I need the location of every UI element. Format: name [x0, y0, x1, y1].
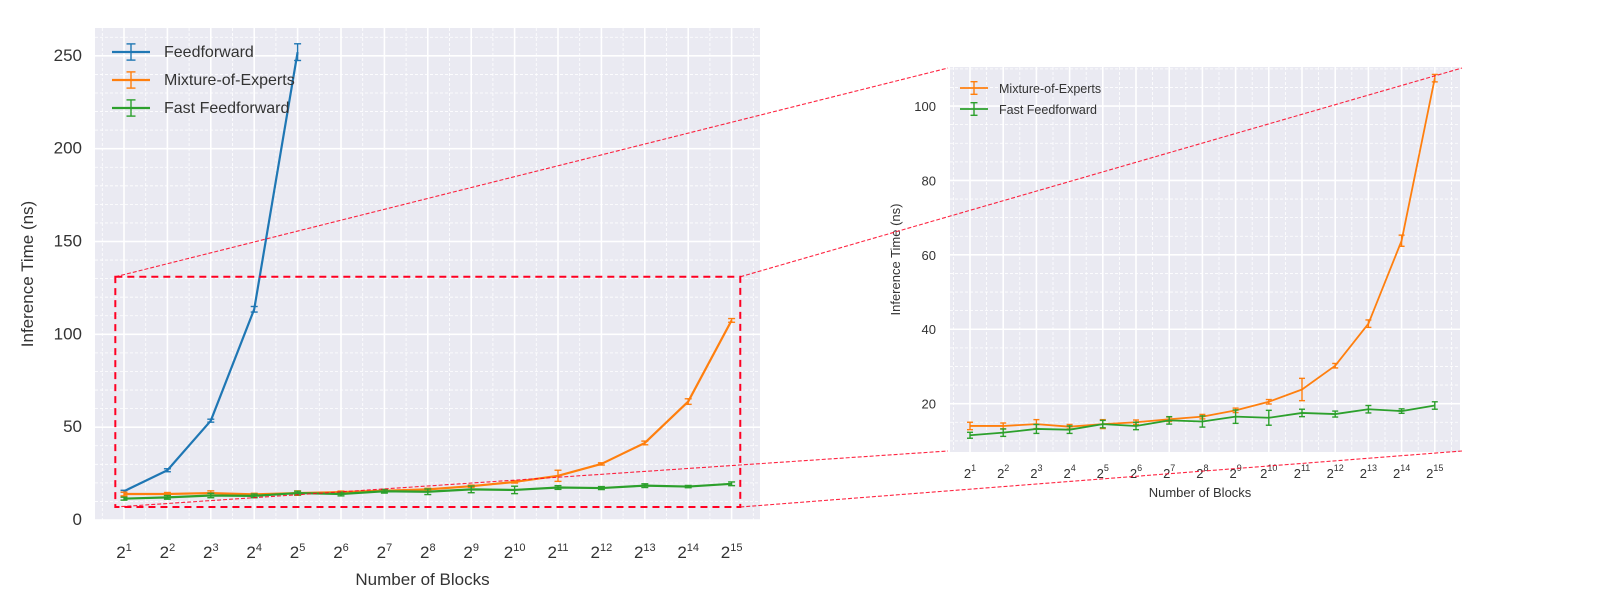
x-tick-label: 212 [591, 542, 613, 562]
x-tick-label: 29 [463, 542, 479, 562]
legend-item-mixture-of-experts: Mixture-of-Experts [960, 80, 1101, 96]
x-tick-label: 25 [290, 542, 306, 562]
x-tick-label: 215 [721, 542, 743, 562]
zoom-connector-line [115, 450, 949, 508]
x-tick-label: 25 [1097, 463, 1109, 481]
x-tick-label: 213 [634, 542, 656, 562]
legend-item-fast-feedforward: Fast Feedforward [112, 99, 289, 117]
series-group [967, 73, 1438, 439]
x-tick-label: 21 [964, 463, 976, 481]
x-tick-label: 24 [246, 542, 262, 562]
legend-label: Feedforward [164, 44, 254, 61]
zoom-connector-lines [114, 67, 1463, 509]
x-tick-label: 22 [997, 463, 1009, 481]
zoom-connector-line [115, 67, 949, 278]
y-tick-label: 60 [922, 248, 936, 263]
x-tick-label: 214 [677, 542, 699, 562]
y-tick-label: 100 [54, 324, 82, 343]
legend-label: Mixture-of-Experts [164, 72, 295, 89]
zoom-region-rect [114, 275, 742, 509]
x-tick-label: 21 [116, 542, 132, 562]
x-tick-label: 214 [1393, 463, 1410, 481]
main-chart: 0 50 100 150 200 250 21 22 23 24 25 26 27 28 29 210 211 2… [18, 28, 760, 589]
y-axis-label: Inference Time (ns) [18, 201, 37, 347]
y-tick-label: 0 [73, 510, 82, 529]
y-tick-label: 250 [54, 46, 82, 65]
y-tick-label: 150 [54, 232, 82, 251]
x-tick-label: 22 [160, 542, 176, 562]
y-tick-label: 40 [922, 322, 936, 337]
x-tick-label: 211 [1294, 463, 1311, 481]
x-tick-label: 26 [1130, 463, 1142, 481]
x-tick-label: 213 [1360, 463, 1377, 481]
x-tick-label: 27 [1163, 463, 1175, 481]
x-tick-label: 210 [1260, 463, 1277, 481]
x-tick-label: 24 [1063, 463, 1075, 481]
x-tick-label: 212 [1327, 463, 1344, 481]
x-tick-label: 27 [377, 542, 393, 562]
x-tick-label: 215 [1426, 463, 1443, 481]
legend-item-feedforward: Feedforward [112, 43, 254, 61]
x-tick-label: 28 [420, 542, 436, 562]
zoom-chart: 20 40 60 80 100 21 22 23 24 25 26 27 28 29 210 211 212 21… [888, 67, 1460, 500]
legend-label: Mixture-of-Experts [999, 82, 1101, 96]
plot-background [950, 67, 1460, 452]
y-tick-label: 80 [922, 173, 936, 188]
legend: Feedforward Mixture-of-Experts Fast Feedfo… [112, 43, 295, 117]
legend: Mixture-of-Experts Fast Feedforward [960, 80, 1101, 117]
y-axis-label: Inference Time (ns) [888, 204, 903, 316]
zoom-connector-line [740, 67, 1463, 278]
x-tick-label: 26 [333, 542, 349, 562]
legend-item-fast-feedforward: Fast Feedforward [960, 101, 1097, 117]
zoom-connector-line [740, 450, 1463, 508]
x-tick-label: 210 [504, 542, 526, 562]
x-tick-label: 23 [1030, 463, 1042, 481]
x-tick-label: 28 [1196, 463, 1208, 481]
x-tick-label: 211 [548, 542, 569, 562]
x-tick-label: 23 [203, 542, 219, 562]
series-group [120, 43, 736, 501]
y-tick-label: 100 [914, 99, 936, 114]
y-tick-label: 20 [922, 397, 936, 412]
legend-label: Fast Feedforward [164, 100, 289, 117]
legend-item-mixture-of-experts: Mixture-of-Experts [112, 71, 295, 89]
x-tick-label: 29 [1229, 463, 1241, 481]
legend-label: Fast Feedforward [999, 103, 1097, 117]
y-tick-label: 200 [54, 139, 82, 158]
x-axis-label: Number of Blocks [355, 570, 489, 589]
y-tick-label: 50 [63, 417, 82, 436]
x-axis-label: Number of Blocks [1149, 485, 1252, 500]
